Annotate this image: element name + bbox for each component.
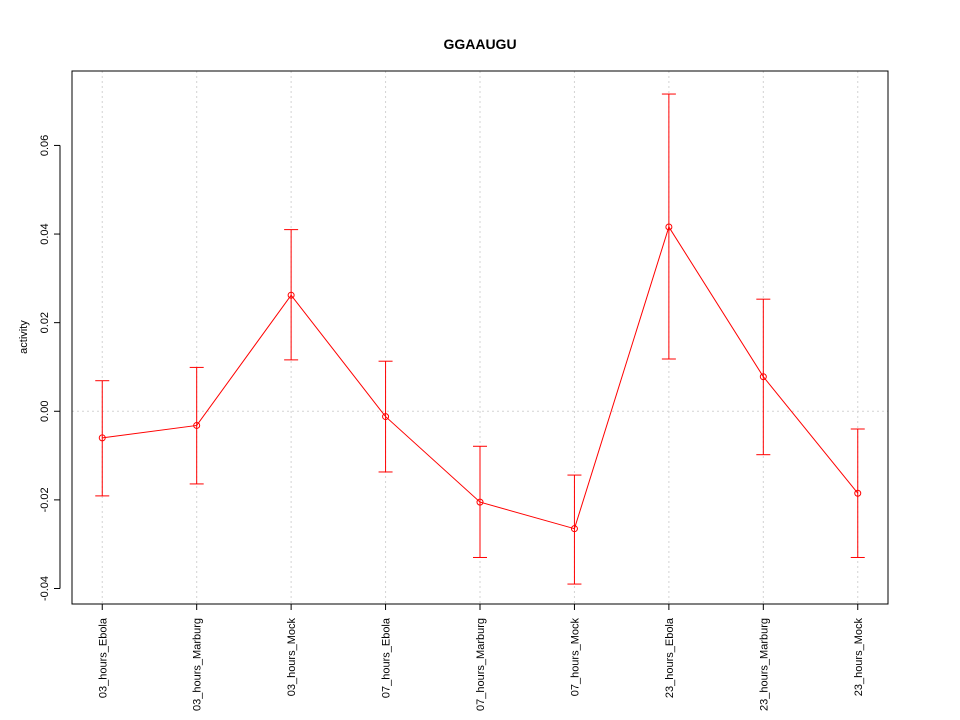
y-tick-label: 0.00 (39, 401, 51, 422)
series-layer (95, 93, 865, 585)
y-tick-label: 0.06 (39, 135, 51, 156)
data-point (98, 434, 106, 442)
error-bar (378, 360, 393, 473)
x-tick-label: 23_hours_Ebola (664, 617, 676, 698)
y-axis-label: activity (18, 320, 30, 354)
error-bar (661, 93, 676, 360)
x-tick-label: 23_hours_Marburg (758, 618, 770, 711)
data-point (382, 413, 390, 421)
x-tick-label: 03_hours_Ebola (97, 617, 109, 698)
y-tick-label: 0.04 (39, 223, 51, 244)
error-bar (95, 380, 110, 497)
data-point (193, 421, 201, 429)
data-point (665, 223, 673, 231)
data-point (854, 489, 862, 497)
error-bar (473, 445, 487, 558)
x-tick-label: 07_hours_Mock (569, 618, 581, 697)
x-tick-label: 07_hours_Ebola (381, 617, 393, 698)
x-tick-label: 07_hours_Marburg (475, 618, 487, 711)
data-point (476, 498, 484, 506)
error-bar (850, 428, 865, 558)
x-tick-label: 23_hours_Mock (853, 618, 865, 697)
chart-title: GGAAUGU (443, 36, 516, 52)
y-tick-label: -0.04 (39, 576, 51, 601)
y-tick-label: 0.02 (39, 312, 51, 333)
error-bar (567, 474, 582, 585)
data-point (570, 525, 578, 533)
x-tick-label: 03_hours_Marburg (192, 618, 204, 711)
y-tick-label: -0.02 (39, 487, 51, 512)
data-point (287, 291, 295, 299)
x-tick-label: 03_hours_Mock (286, 618, 298, 697)
error-bar (756, 298, 771, 456)
data-point (759, 373, 767, 381)
error-bar (189, 366, 204, 485)
error-bar (284, 229, 299, 361)
plot-frame (71, 70, 889, 605)
axis-layer: -0.04 -0.02 0.00 0.02 0.04 0.06 03_hours_Ebola… (39, 135, 865, 711)
